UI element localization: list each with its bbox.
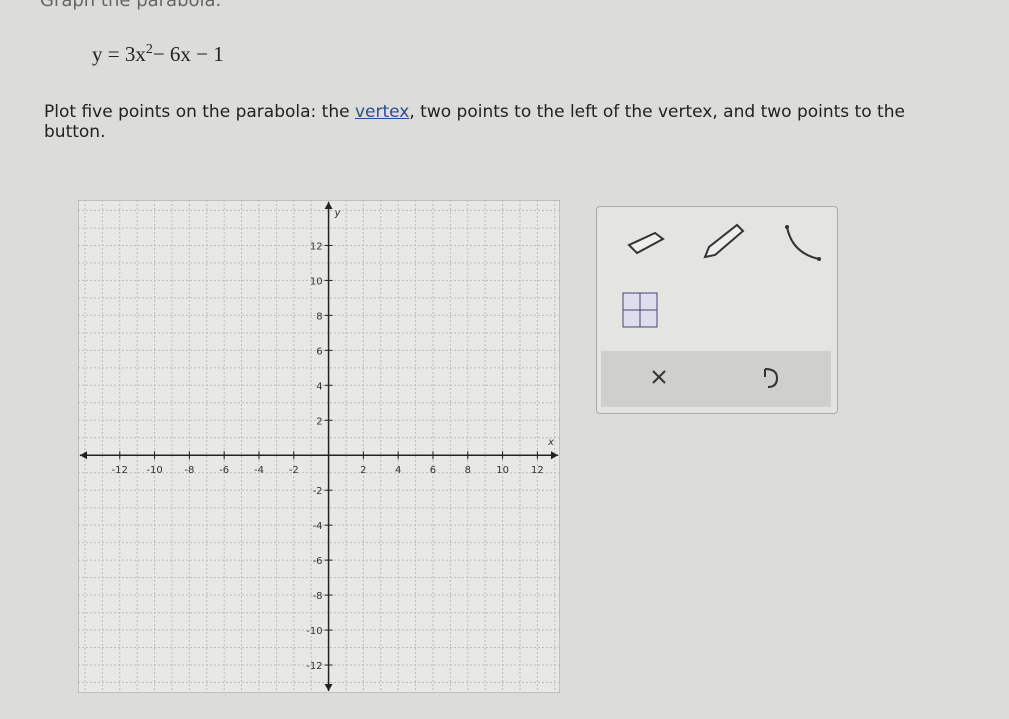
y-tick-label: -10 [306,626,322,637]
pencil-tool[interactable] [703,223,745,259]
clear-button[interactable] [652,370,666,384]
x-tick-label: -8 [184,465,194,476]
x-tick-label: 4 [395,465,401,476]
equation-base: y = 3x [92,42,146,66]
x-tick-label: 2 [360,465,366,476]
x-tick-label: -6 [219,465,229,476]
y-tick-label: -6 [313,556,323,567]
y-tick-label: -12 [306,661,322,672]
instruction-text: , two points to the left of the vertex, … [409,102,905,122]
function-tool[interactable] [622,292,658,328]
x-tick-label: -2 [289,465,299,476]
x-axis-label: x [547,437,554,448]
x-tick-label: 6 [430,465,436,476]
x-tick-label: -12 [112,465,128,476]
equation-exponent: 2 [145,42,153,57]
x-tick-label: 10 [496,465,509,476]
eraser-tool[interactable] [627,231,665,255]
x-tick-label: -10 [146,465,162,476]
instruction: Plot five points on the parabola: the ve… [44,102,905,142]
y-tick-label: -8 [313,591,323,602]
x-tick-label: -4 [254,465,264,476]
x-tick-label: 8 [465,465,471,476]
y-axis-label: y [334,208,342,219]
y-tick-label: 6 [316,346,322,357]
y-tick-label: 4 [316,381,322,392]
instruction-text: Plot five points on the parabola: the [44,102,355,122]
graph[interactable]: x y -12 -10 -8 -6 -4 -2 2 4 6 8 10 12 -12 -10 -8 -6 -4 -2 2 4… [78,200,560,693]
y-tick-label: 12 [310,241,323,252]
tool-icons [622,223,821,328]
curve-tool[interactable] [785,225,821,261]
y-tick-label: 2 [316,416,322,427]
vertex-link[interactable]: vertex [354,102,410,122]
equation-rest: − 6x − 1 [152,42,224,66]
y-tick-label: 8 [316,311,322,322]
undo-button[interactable] [764,368,779,388]
graph-background [78,200,560,693]
action-icons [652,368,779,388]
instruction-text: button. [44,122,106,142]
y-tick-label: -2 [313,486,323,497]
action-bar [601,351,831,407]
title: Graph the parabola. [40,0,222,11]
tool-panel [596,206,838,414]
equation: y = 3x2− 6x − 1 [92,42,224,67]
y-tick-label: 10 [310,276,323,287]
y-tick-label: -4 [313,521,323,532]
x-tick-label: 12 [531,465,544,476]
